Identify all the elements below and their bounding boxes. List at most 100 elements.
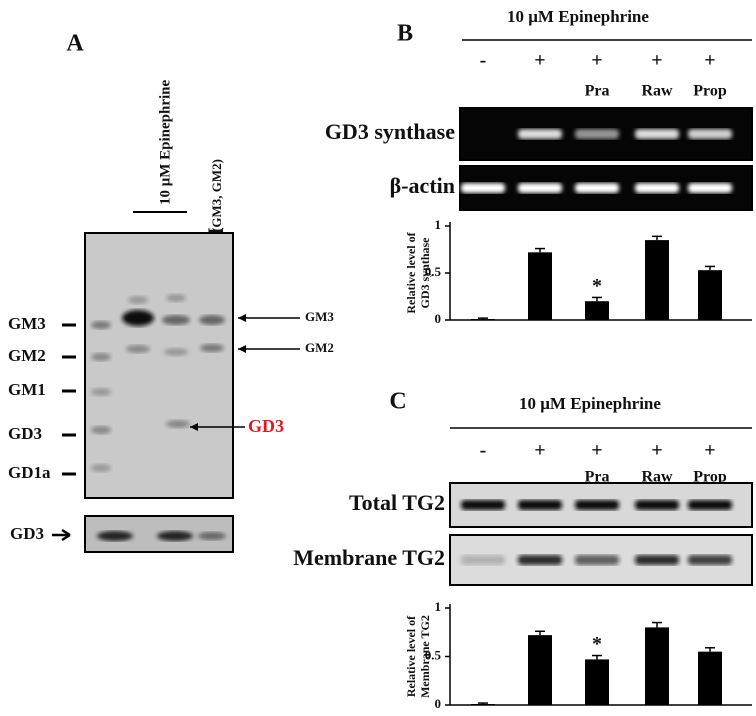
treatment-sign: + <box>534 440 545 462</box>
standard-label: GM3 <box>8 314 46 333</box>
panel-label: C <box>389 389 406 415</box>
bar <box>698 270 722 320</box>
treatment-label: 10 μM Epinephrine <box>157 79 173 205</box>
panel-label: B <box>397 21 413 47</box>
y-tick-label: 1 <box>435 599 442 614</box>
treatment-label: 10 μM Epinephrine <box>507 7 649 26</box>
bar <box>645 627 669 705</box>
blot-label: Membrane TG2 <box>293 545 445 570</box>
gel-band <box>461 555 505 565</box>
y-axis-label: Membrane TG2 <box>418 615 432 698</box>
tlc-spot <box>128 296 148 304</box>
tlc-spot <box>126 345 150 353</box>
gel-band <box>688 555 732 565</box>
y-tick-label: 0 <box>435 311 442 326</box>
inhibitor-label: Pra <box>585 83 610 100</box>
strip-arrow <box>52 528 71 542</box>
bar <box>585 301 609 320</box>
arrow-label: GM2 <box>305 340 334 355</box>
strip-band <box>198 532 226 540</box>
treatment-sign: - <box>480 440 487 462</box>
gel-band <box>635 183 679 193</box>
bar <box>698 651 722 705</box>
inhibitor-label: Raw <box>641 83 673 100</box>
blot-label: GD3 synthase <box>325 119 455 144</box>
blot-label: Total TG2 <box>349 490 445 515</box>
gel-band <box>575 183 619 193</box>
treatment-sign: + <box>591 440 602 462</box>
gel-band <box>575 500 619 510</box>
annotation: * <box>592 275 602 297</box>
tlc-spot <box>200 344 224 352</box>
tlc-spot <box>91 426 111 434</box>
bar <box>645 240 669 320</box>
gel-band <box>688 500 732 510</box>
tlc-spot <box>91 464 111 472</box>
treatment-sign: - <box>480 50 487 72</box>
tlc-spot <box>91 388 111 396</box>
tlc-spot <box>166 294 186 302</box>
arrow-head <box>238 314 246 322</box>
arrow-head <box>190 423 198 431</box>
tlc-spot <box>199 315 225 325</box>
tlc-spot <box>122 310 154 326</box>
inhibitor-label: Pra <box>585 469 610 486</box>
tlc-plate <box>84 232 234 499</box>
treatment-sign: + <box>704 440 715 462</box>
tlc-spot <box>91 353 111 361</box>
gel-band <box>518 129 562 139</box>
gel-band <box>518 500 562 510</box>
y-tick-label: 0 <box>435 696 442 711</box>
bar <box>528 635 552 705</box>
annotation: * <box>592 633 602 655</box>
tlc-spot <box>162 315 190 325</box>
y-axis-label: Relative level of <box>404 615 418 697</box>
tlc-spot <box>91 321 111 329</box>
strip-band <box>97 531 133 541</box>
gel-band <box>575 129 619 139</box>
standard-label: GM1 <box>8 380 46 399</box>
blot-label: β-actin <box>390 173 455 198</box>
strip-band <box>157 531 193 541</box>
gel-band <box>635 129 679 139</box>
arrow-label: GM3 <box>305 309 334 324</box>
bar <box>528 252 552 320</box>
bar <box>471 319 495 320</box>
inhibitor-label: Raw <box>641 469 673 486</box>
y-tick-label: 0.5 <box>425 264 442 279</box>
y-tick-label: 1 <box>435 217 442 232</box>
y-axis-label: Relative level of <box>404 231 418 313</box>
standard-label: GD3 <box>8 424 42 443</box>
inhibitor-label: Prop <box>693 469 727 486</box>
y-tick-label: 0.5 <box>425 647 442 662</box>
gel-band <box>635 555 679 565</box>
gel-band <box>461 183 505 193</box>
standard-label: GM2 <box>8 346 46 365</box>
y-axis-label: GD3 synthase <box>418 237 432 309</box>
tlc-spot <box>164 348 188 356</box>
panel-label: A <box>66 31 84 57</box>
gel-band <box>635 500 679 510</box>
arrow-head <box>238 345 246 353</box>
gel-band <box>461 500 505 510</box>
tlc-spot <box>166 420 190 428</box>
highlight-label: GD3 <box>248 416 284 436</box>
treatment-sign: + <box>534 50 545 72</box>
treatment-sign: + <box>651 50 662 72</box>
treatment-sign: + <box>651 440 662 462</box>
treatment-label: 10 μM Epinephrine <box>519 394 661 413</box>
standard-label: GD1a <box>8 463 51 482</box>
gel-band <box>688 129 732 139</box>
gel-band <box>688 183 732 193</box>
marker-note: (GM3, GM2) <box>209 159 224 232</box>
inhibitor-label: Prop <box>693 83 727 100</box>
treatment-sign: + <box>704 50 715 72</box>
bar <box>585 659 609 705</box>
gel-band <box>575 555 619 565</box>
bar <box>471 704 495 705</box>
treatment-sign: + <box>591 50 602 72</box>
strip-label: GD3 <box>10 524 44 543</box>
gel-band <box>518 183 562 193</box>
gel-band <box>518 555 562 565</box>
